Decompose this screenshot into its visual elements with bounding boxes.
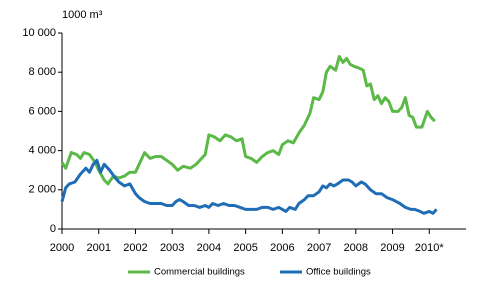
x-tick-label: 2009 xyxy=(380,242,404,254)
x-tick-label: 2007 xyxy=(307,242,331,254)
legend-label: Office buildings xyxy=(306,267,371,278)
x-tick-label: 2004 xyxy=(197,242,221,254)
y-tick-label: 6 000 xyxy=(28,105,56,117)
x-tick-label: 2005 xyxy=(233,242,257,254)
legend-label: Commercial buildings xyxy=(154,267,245,278)
y-tick-label: 2 000 xyxy=(28,184,56,196)
y-tick-label: 10 000 xyxy=(22,27,56,39)
legend: Commercial buildings Office buildings xyxy=(128,267,371,278)
y-axis-label: 1000 m³ xyxy=(62,9,103,21)
x-tick-label: 2002 xyxy=(123,242,147,254)
x-tick-label: 2010* xyxy=(415,242,444,254)
x-tick-label: 2001 xyxy=(86,242,110,254)
y-tick-label: 0 xyxy=(50,223,56,235)
series-line xyxy=(60,158,438,215)
x-tick-label: 2006 xyxy=(270,242,294,254)
x-tick-label: 2003 xyxy=(160,242,184,254)
x-tick-label: 2000 xyxy=(50,242,74,254)
y-tick-label: 4 000 xyxy=(28,145,56,157)
x-tick-label: 2008 xyxy=(344,242,368,254)
series-line xyxy=(60,55,436,186)
y-tick-label: 8 000 xyxy=(28,66,56,78)
